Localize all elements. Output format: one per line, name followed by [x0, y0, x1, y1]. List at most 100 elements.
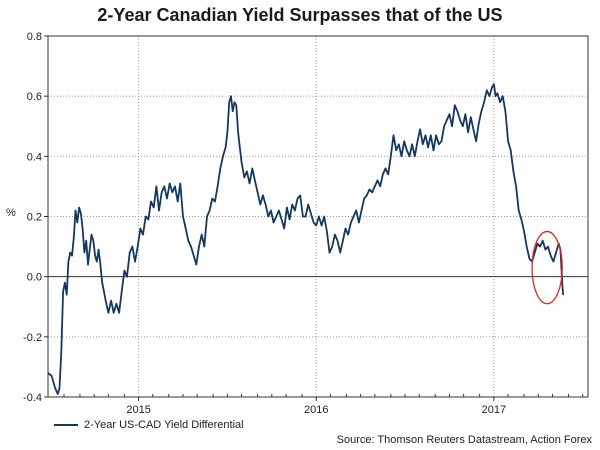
data-point: [214, 200, 216, 203]
data-point: [499, 101, 501, 103]
data-point: [390, 155, 392, 157]
data-point: [483, 101, 485, 103]
data-point: [155, 185, 157, 187]
data-point: [518, 209, 520, 212]
data-point: [262, 194, 264, 196]
data-point: [315, 224, 317, 227]
data-point: [512, 170, 515, 172]
x-tick-label: 2015: [126, 404, 150, 416]
data-point: [478, 122, 480, 124]
data-point: [342, 240, 344, 242]
data-point: [488, 95, 490, 97]
data-point: [408, 155, 411, 157]
data-point: [475, 140, 477, 142]
data-point: [302, 215, 304, 218]
data-point: [99, 264, 101, 266]
y-tick-label: 0.8: [27, 31, 42, 43]
data-point: [350, 221, 352, 224]
data-point: [96, 261, 98, 263]
data-point: [166, 197, 168, 200]
x-tick-label: 2016: [304, 404, 328, 416]
data-point: [107, 312, 109, 314]
data-point: [94, 255, 96, 257]
data-point: [438, 143, 440, 145]
data-point: [78, 206, 80, 209]
data-point: [400, 155, 403, 157]
data-point: [74, 209, 77, 212]
data-point: [251, 167, 253, 169]
data-point: [90, 234, 93, 236]
y-tick-label: -0.4: [23, 392, 42, 404]
y-tick-label: 0.2: [27, 212, 42, 224]
data-point: [323, 215, 325, 218]
data-point: [326, 230, 328, 233]
y-tick-labels: 0.8 0.6 0.4 0.2 0.0 -0.2 -0.4: [23, 31, 42, 404]
data-point: [67, 261, 69, 263]
data-point: [185, 227, 187, 230]
data-point: [459, 119, 461, 121]
data-point: [230, 95, 232, 97]
data-point: [222, 155, 224, 157]
highlight-ellipse: [531, 230, 563, 305]
y-tick-label: 0.4: [27, 151, 42, 163]
data-point: [219, 167, 221, 169]
y-tick-label: 0.0: [27, 272, 42, 284]
data-point: [187, 240, 189, 242]
data-point: [561, 282, 563, 284]
data-point: [273, 221, 275, 224]
data-point: [331, 246, 333, 248]
data-point: [430, 134, 432, 136]
data-point: [542, 240, 544, 242]
data-point: [289, 218, 291, 221]
data-point: [344, 227, 347, 230]
data-point: [177, 200, 179, 203]
data-point: [382, 173, 384, 175]
data-point: [265, 203, 267, 206]
data-point: [371, 191, 373, 193]
data-point: [387, 173, 389, 175]
data-point: [134, 261, 136, 263]
data-point: [163, 185, 165, 187]
data-point: [411, 143, 413, 145]
data-point: [206, 215, 208, 218]
legend-label: 2-Year US-CAD Yield Differential: [84, 419, 244, 431]
data-point: [145, 215, 147, 218]
data-point: [374, 185, 376, 187]
data-point: [395, 149, 397, 151]
plot-frame: [47, 35, 589, 398]
data-point: [368, 188, 371, 190]
data-point: [243, 176, 245, 178]
data-point: [217, 185, 219, 187]
data-point: [286, 206, 288, 209]
data-point: [179, 182, 181, 184]
chart-title: 2-Year Canadian Yield Surpasses that of …: [97, 5, 503, 25]
data-point: [110, 300, 112, 302]
data-point: [113, 312, 115, 314]
data-point: [249, 182, 251, 184]
data-point: [241, 161, 243, 163]
data-point: [480, 110, 482, 112]
data-point: [515, 185, 517, 187]
legend: 2-Year US-CAD Yield Differential: [54, 419, 244, 431]
legend-swatch: [54, 424, 78, 426]
data-point: [89, 249, 91, 251]
data-point: [360, 209, 363, 212]
data-point: [534, 252, 536, 254]
data-point: [142, 234, 144, 236]
data-point: [392, 134, 395, 136]
data-point: [424, 134, 427, 136]
axis-layer: [44, 35, 589, 401]
source-note: Source: Thomson Reuters Datastream, Acti…: [336, 434, 592, 446]
data-point: [403, 140, 405, 142]
data-point: [209, 209, 211, 212]
data-point: [310, 212, 312, 215]
data-point: [147, 218, 149, 221]
data-point: [550, 255, 552, 257]
data-point: [451, 125, 453, 127]
data-point: [193, 255, 195, 257]
data-point: [526, 246, 528, 248]
data-point: [363, 197, 365, 200]
y-tick-label: -0.2: [23, 332, 42, 344]
annotation-layer: [531, 230, 563, 305]
